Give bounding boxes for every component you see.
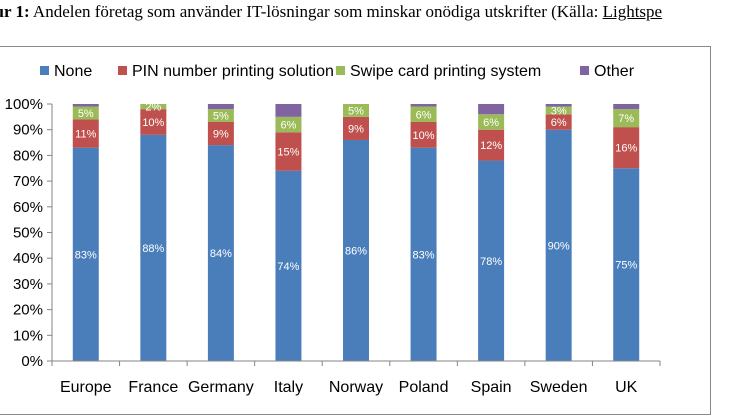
- data-label-germany-series-1: 9%: [213, 129, 229, 141]
- legend-swatch-3: [580, 66, 589, 75]
- bar-sweden-series-1: [545, 114, 572, 130]
- bar-italy-series-3: [275, 104, 302, 117]
- data-label-uk-series-1: 16%: [615, 143, 637, 155]
- data-label-sweden-series-0: 90%: [548, 240, 570, 252]
- bar-spain-series-3: [478, 104, 505, 115]
- y-tick-label-9: 90%: [13, 122, 43, 139]
- x-tick-label-europe: Europe: [60, 379, 112, 396]
- data-label-norway-series-1: 9%: [348, 123, 364, 135]
- data-label-italy-series-1: 15%: [277, 147, 299, 159]
- bar-italy-series-1: [275, 132, 302, 171]
- y-tick-label-7: 70%: [13, 173, 43, 190]
- caption-source: Lightspe: [602, 2, 663, 21]
- data-label-poland-series-0: 83%: [413, 249, 435, 261]
- data-label-spain-series-0: 78%: [480, 256, 502, 268]
- x-tick-label-france: France: [128, 379, 178, 396]
- x-tick-label-poland: Poland: [399, 379, 449, 396]
- data-label-france-series-2: 2%: [145, 102, 161, 114]
- bar-germany-series-3: [207, 104, 234, 110]
- bar-spain-series-1: [478, 129, 505, 161]
- legend-label-3: Other: [594, 63, 635, 80]
- bar-europe-series-0: [72, 147, 99, 361]
- bar-sweden-series-2: [545, 106, 572, 115]
- bar-italy-series-2: [275, 116, 302, 133]
- bar-norway-series-0: [343, 139, 369, 361]
- legend-label-2: Swipe card printing system: [350, 63, 541, 80]
- data-label-spain-series-1: 12%: [480, 140, 502, 152]
- data-label-sweden-series-2: 3%: [551, 105, 567, 117]
- bar-germany-series-0: [207, 145, 234, 361]
- bar-spain-series-0: [478, 160, 505, 361]
- data-label-france-series-0: 88%: [142, 243, 164, 255]
- bar-poland-series-3: [410, 104, 437, 107]
- chart-legend: None PIN number printing solution Swipe ca…: [40, 63, 635, 80]
- bar-sweden-series-0: [545, 129, 572, 361]
- data-label-france-series-1: 10%: [142, 117, 164, 129]
- bar-poland-series-0: [410, 147, 437, 361]
- y-tick-label-2: 20%: [13, 302, 43, 319]
- legend-swatch-2: [336, 66, 345, 75]
- y-tick-label-1: 10%: [13, 327, 43, 344]
- x-axis: Europe France Germany Italy Norway Poland Spai…: [51, 360, 661, 396]
- y-tick-label-5: 50%: [13, 225, 43, 242]
- data-label-poland-series-1: 10%: [413, 130, 435, 142]
- data-label-poland-series-2: 6%: [416, 109, 432, 121]
- bar-norway-series-2: [343, 104, 369, 117]
- x-tick-label-spain: Spain: [471, 379, 512, 396]
- data-label-germany-series-0: 84%: [210, 248, 232, 260]
- data-label-norway-series-2: 5%: [348, 105, 364, 117]
- chart-frame: [0, 46, 711, 415]
- bar-area: 83% 11% 5% 88% 10% 2% 84% 9% 5% 74% 15% 6% 86% 9% 5% 83…: [72, 102, 640, 361]
- bar-norway-series-1: [343, 116, 369, 140]
- figure-number: gur 1:: [0, 2, 30, 21]
- bar-uk-series-3: [613, 104, 640, 110]
- bar-france-series-1: [140, 109, 167, 135]
- legend-label-0: None: [54, 63, 92, 80]
- bar-poland-series-2: [410, 106, 437, 122]
- data-label-spain-series-2: 6%: [483, 117, 499, 129]
- legend-swatch-0: [40, 66, 49, 75]
- data-label-europe-series-0: 83%: [75, 249, 97, 261]
- y-tick-label-0: 0%: [21, 353, 43, 370]
- y-axis: 0% 10% 20% 30% 40% 50% 60% 70% 80% 90% 100%: [5, 96, 53, 370]
- figure-caption: gur 1: Andelen företag som använder IT-l…: [0, 2, 662, 22]
- x-tick-label-italy: Italy: [274, 379, 303, 396]
- data-label-norway-series-0: 86%: [345, 245, 367, 257]
- caption-text: Andelen företag som använder IT-lösninga…: [29, 2, 603, 21]
- x-tick-label-sweden: Sweden: [530, 379, 588, 396]
- data-label-italy-series-2: 6%: [280, 120, 296, 132]
- bar-italy-series-0: [275, 170, 302, 361]
- bar-germany-series-1: [207, 121, 234, 146]
- bar-france-series-2: [140, 104, 167, 110]
- bar-europe-series-2: [72, 106, 99, 120]
- y-tick-label-8: 80%: [13, 147, 43, 164]
- bar-poland-series-1: [410, 121, 437, 148]
- bar-uk-series-1: [613, 127, 640, 169]
- data-label-uk-series-2: 7%: [618, 113, 634, 125]
- x-tick-label-germany: Germany: [188, 379, 254, 396]
- x-tick-label-norway: Norway: [329, 379, 383, 396]
- y-tick-label-10: 100%: [5, 96, 43, 113]
- data-label-germany-series-2: 5%: [213, 111, 229, 123]
- data-label-sweden-series-1: 6%: [551, 117, 567, 129]
- x-tick-label-uk: UK: [615, 379, 638, 396]
- y-tick-label-3: 30%: [13, 276, 43, 293]
- bar-uk-series-2: [613, 109, 640, 128]
- data-label-uk-series-0: 75%: [615, 260, 637, 272]
- bar-germany-series-2: [207, 109, 234, 122]
- legend-swatch-1: [118, 66, 127, 75]
- bar-spain-series-2: [478, 114, 505, 130]
- legend-label-1: PIN number printing solution: [132, 63, 334, 80]
- data-label-italy-series-0: 74%: [277, 261, 299, 273]
- y-tick-label-4: 40%: [13, 250, 43, 267]
- bar-europe-series-1: [72, 119, 99, 148]
- bar-uk-series-0: [613, 168, 640, 361]
- data-label-europe-series-2: 5%: [78, 108, 94, 120]
- bar-europe-series-3: [72, 104, 99, 107]
- y-tick-label-6: 60%: [13, 199, 43, 216]
- data-label-europe-series-1: 11%: [75, 129, 96, 141]
- bar-france-series-0: [140, 134, 167, 361]
- bar-sweden-series-3: [545, 104, 572, 107]
